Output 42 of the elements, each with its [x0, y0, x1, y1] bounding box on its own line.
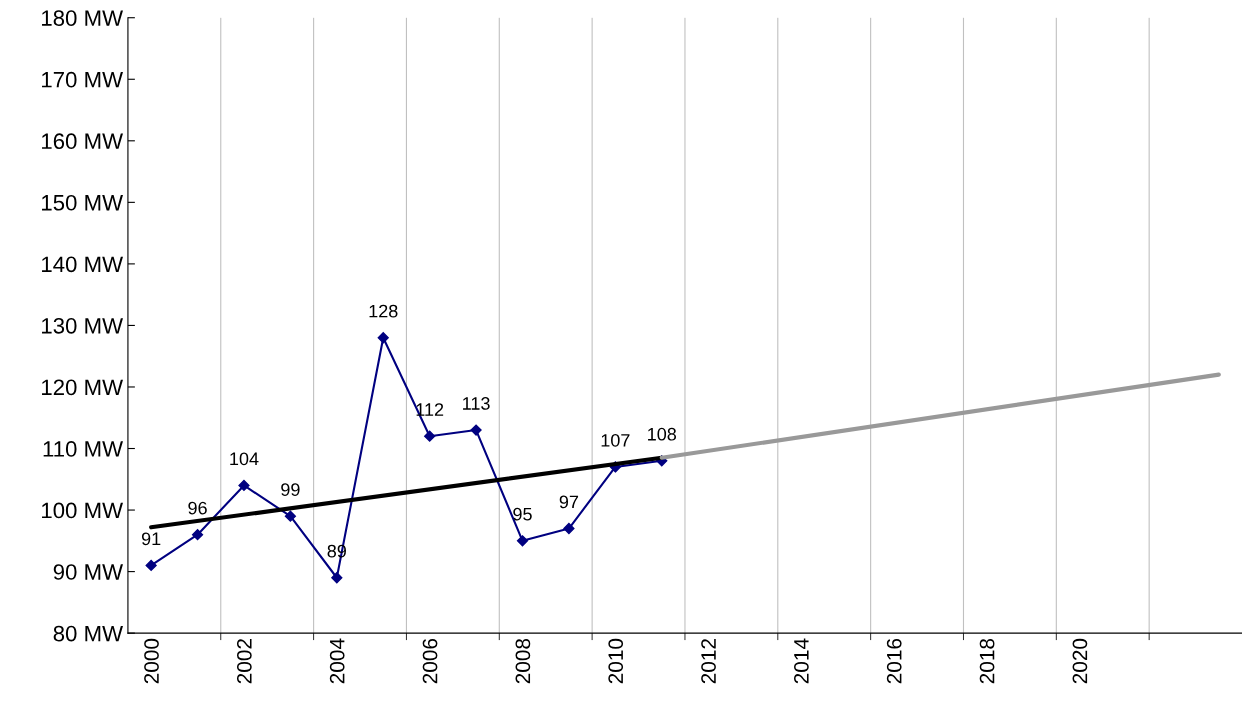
- y-tick-label: 150 MW: [42, 194, 123, 211]
- y-tick-label: 100 MW: [42, 502, 123, 519]
- y-tick-label: 140 MW: [42, 256, 123, 273]
- point: [331, 572, 343, 584]
- x-tick-label: 2014: [794, 638, 809, 684]
- x-tick-label: 2020: [1072, 638, 1088, 684]
- y-tick-label: 110 MW: [43, 441, 123, 457]
- x-tick-label: 2018: [979, 638, 995, 684]
- point: [563, 522, 575, 535]
- x-tick-label: 2012: [701, 639, 716, 684]
- point: [516, 535, 529, 547]
- point: [424, 430, 436, 442]
- data-label: 113: [463, 397, 490, 410]
- data-label: 97: [559, 495, 579, 509]
- point: [284, 510, 296, 522]
- data-label: 91: [141, 532, 161, 546]
- y-tick-label: 120 MW: [42, 379, 123, 396]
- point: [145, 559, 157, 572]
- x-tick-label: 2006: [422, 638, 438, 684]
- point: [191, 529, 204, 541]
- x-tick-label: 2004: [329, 638, 345, 684]
- x-tick-label: 2010: [608, 638, 624, 684]
- data-label: 108: [648, 427, 677, 441]
- point: [238, 479, 250, 492]
- y-tick-label: 160 MW: [42, 133, 123, 150]
- point: [470, 424, 482, 436]
- y-tick-label: 130 MW: [42, 317, 123, 334]
- data-label: 95: [513, 507, 532, 521]
- data-label: 107: [601, 433, 630, 447]
- x-tick-label: 2002: [236, 639, 252, 684]
- data-label: 96: [188, 501, 207, 515]
- point: [377, 332, 389, 344]
- data-label: 128: [369, 304, 398, 318]
- y-tick-label: 180 MW: [42, 10, 123, 26]
- x-tick-label: 2000: [144, 638, 159, 684]
- x-tick-label: 2016: [886, 638, 902, 684]
- x-tick-label: 2008: [515, 638, 531, 684]
- y-tick-label: 90 MW: [53, 564, 123, 580]
- data-label: 99: [281, 483, 300, 496]
- y-tick-label: 80 MW: [53, 625, 123, 642]
- data-label: 104: [230, 452, 259, 466]
- y-tick-label: 170 MW: [42, 71, 123, 88]
